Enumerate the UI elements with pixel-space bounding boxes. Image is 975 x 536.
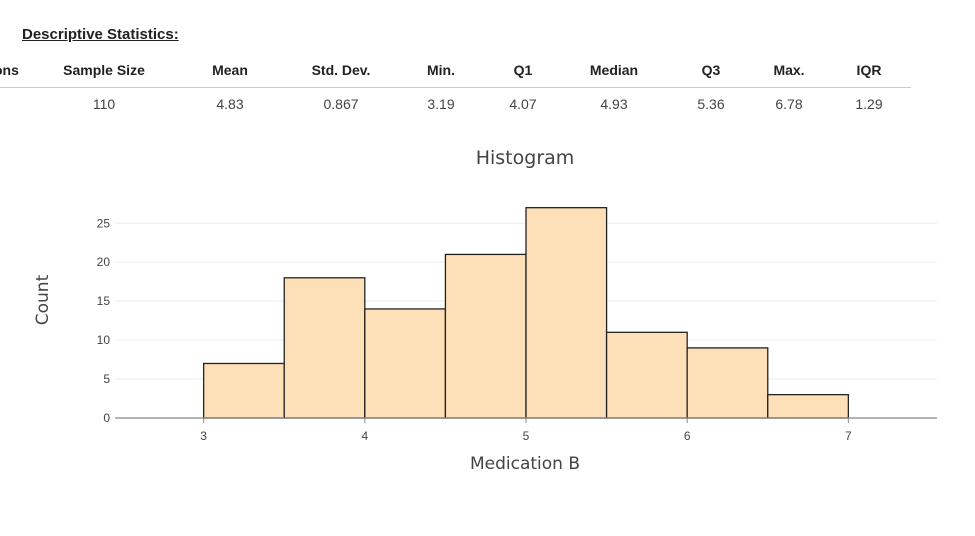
descriptive-statistics-table: ons Sample Size Mean Std. Dev. Min. Q1 M… — [0, 58, 911, 120]
stats-value-iqr: 1.29 — [855, 96, 883, 112]
y-tick-label-10: 10 — [97, 333, 111, 347]
stats-header-max: Max. — [773, 62, 805, 78]
stats-value-sample-size: 110 — [92, 96, 116, 112]
stats-header-cut-off: ons — [0, 62, 19, 78]
y-tick-labels: 0 5 10 15 20 25 — [97, 216, 111, 425]
histogram-bar-3 — [364, 308, 447, 419]
stats-value-std-dev: 0.867 — [323, 96, 359, 112]
stats-header-min: Min. — [427, 62, 455, 78]
stats-header-sample-size: Sample Size — [63, 62, 145, 78]
descriptive-statistics-title: Descriptive Statistics: — [22, 26, 179, 43]
stats-header-q1: Q1 — [513, 62, 533, 78]
stats-header-std-dev: Std. Dev. — [311, 62, 371, 78]
histogram-bar-4 — [444, 253, 527, 419]
stats-header-median: Median — [589, 62, 639, 78]
x-tick-labels: 3 4 5 6 7 — [200, 418, 852, 443]
x-tick-label-3: 3 — [200, 429, 207, 443]
y-tick-label-25: 25 — [97, 216, 111, 230]
histogram-bar-6 — [605, 331, 688, 419]
stats-header-q3: Q3 — [701, 62, 721, 78]
histogram-bar-1 — [202, 362, 285, 419]
stats-header-iqr: IQR — [856, 62, 882, 78]
y-tick-label-15: 15 — [97, 294, 111, 308]
x-tick-label-4: 4 — [361, 429, 368, 443]
chart-title: Histogram — [476, 147, 575, 169]
y-tick-label-20: 20 — [97, 255, 111, 269]
stats-value-mean: 4.83 — [216, 96, 244, 112]
y-tick-label-0: 0 — [103, 411, 110, 425]
stats-value-min: 3.19 — [427, 96, 455, 112]
stats-divider — [0, 87, 911, 88]
histogram-bar-2 — [283, 277, 366, 419]
stats-value-q1: 4.07 — [509, 96, 537, 112]
x-axis-title: Medication B — [470, 454, 580, 474]
histogram-bar-5 — [525, 207, 608, 419]
histogram-bars — [202, 207, 850, 419]
stats-value-median: 4.93 — [600, 96, 628, 112]
x-tick-label-6: 6 — [684, 429, 691, 443]
y-axis-title: Count — [33, 274, 53, 325]
stats-header-mean: Mean — [212, 62, 248, 78]
x-tick-label-7: 7 — [845, 429, 852, 443]
stats-value-max: 6.78 — [775, 96, 803, 112]
stats-value-q3: 5.36 — [697, 96, 725, 112]
histogram-bar-8 — [767, 393, 850, 419]
histogram-bar-7 — [686, 347, 769, 419]
y-tick-label-5: 5 — [103, 372, 110, 386]
x-tick-label-5: 5 — [523, 429, 530, 443]
